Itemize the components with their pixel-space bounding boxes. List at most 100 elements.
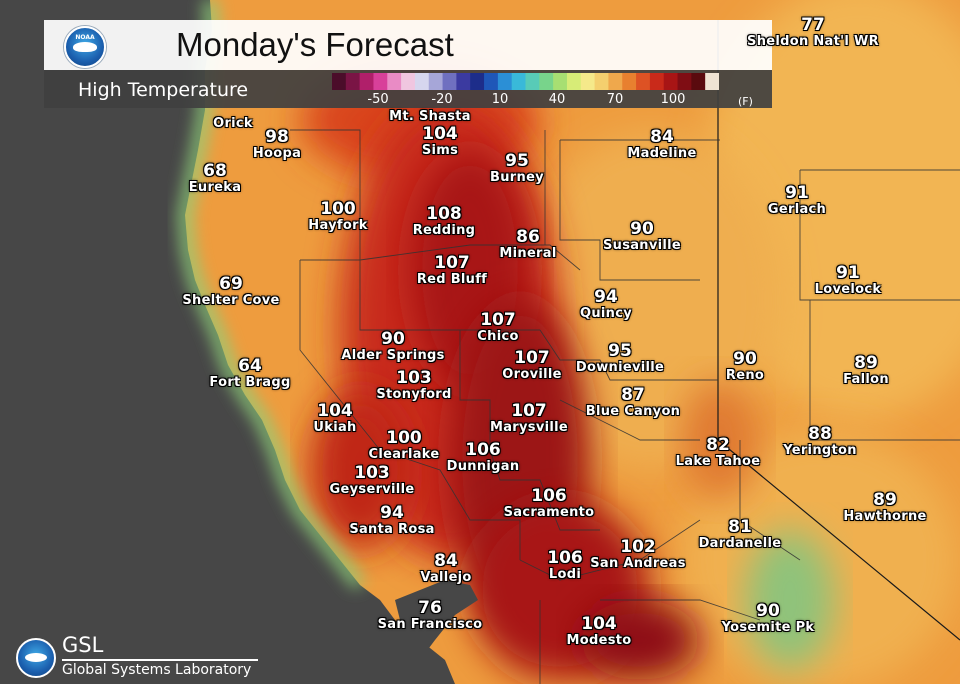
station-name: Red Bluff — [416, 272, 488, 287]
scale-swatch — [484, 73, 499, 90]
station-temp: 76 — [418, 598, 442, 618]
station-temp: 86 — [516, 227, 540, 247]
station-label: 90 Reno — [726, 350, 764, 383]
scale-swatch — [470, 73, 485, 90]
station-label: 107 Chico — [477, 311, 518, 344]
station-name: Alder Springs — [341, 348, 445, 363]
scale-swatch — [387, 73, 402, 90]
station-label: 95 Downieville — [576, 342, 664, 375]
station-temp: 106 — [465, 440, 501, 460]
station-label: 69 Shelter Cove — [182, 275, 279, 308]
station-label: 94 Quincy — [580, 288, 632, 321]
station-temp: 90 — [630, 219, 654, 239]
station-temp: 91 — [785, 183, 809, 203]
noaa-logo-text: NOAA — [75, 34, 95, 41]
station-temp: 102 — [620, 537, 656, 557]
station-temp: 107 — [480, 310, 516, 330]
station-temp: 95 — [608, 341, 632, 361]
station-label: 100 Hayfork — [308, 200, 367, 233]
station-name: Vallejo — [420, 570, 472, 585]
station-temp: 64 — [238, 356, 262, 376]
coast-fringe — [178, 0, 366, 590]
station-label: 107 Marysville — [490, 402, 568, 435]
station-label: 84 Vallejo — [420, 552, 471, 585]
station-temp: 103 — [354, 463, 390, 483]
station-temp: 69 — [219, 274, 243, 294]
gsl-full-name: Global Systems Laboratory — [62, 662, 252, 678]
scale-swatch — [691, 73, 706, 90]
scale-swatch — [705, 73, 719, 90]
scale-swatch — [553, 73, 568, 90]
station-name: Eureka — [188, 180, 242, 195]
station-temp: 90 — [733, 349, 757, 369]
subtitle-bar: High Temperature -50 -20 10 40 70 100 (F… — [44, 70, 772, 108]
station-name: Hawthorne — [843, 509, 927, 524]
station-label: 91 Lovelock — [815, 264, 882, 297]
station-label: 88 Yerington — [783, 425, 857, 458]
gsl-divider — [62, 659, 258, 661]
station-label: 94 Santa Rosa — [349, 504, 434, 537]
scale-swatch — [636, 73, 651, 90]
station-label: 84 Madeline — [627, 128, 696, 161]
station-label: 106 Sacramento — [504, 487, 595, 520]
station-name: Geyserville — [329, 482, 415, 497]
station-temp: 81 — [728, 517, 752, 537]
station-name: Santa Rosa — [349, 522, 435, 537]
station-temp: 107 — [434, 253, 470, 273]
station-label: 104 Ukiah — [313, 402, 356, 435]
station-label: 98 Hoopa — [253, 128, 301, 161]
station-label: Mt. Shasta — [389, 109, 471, 124]
station-temp: 106 — [547, 548, 583, 568]
station-name: Lodi — [548, 567, 582, 582]
scale-tick: 40 — [548, 92, 566, 107]
station-temp: 106 — [531, 486, 567, 506]
station-label: 102 San Andreas — [590, 538, 686, 571]
station-label: 95 Burney — [490, 152, 544, 185]
color-scale-labels: -50 -20 10 40 70 100 (F) — [332, 92, 762, 108]
station-name: Madeline — [627, 146, 697, 161]
station-name: Yerington — [783, 443, 857, 458]
station-name: Lake Tahoe — [675, 454, 761, 469]
station-name: Shelter Cove — [182, 293, 280, 308]
station-name: Quincy — [580, 306, 632, 321]
station-name: Sims — [421, 143, 459, 158]
scale-swatch — [442, 73, 457, 90]
station-label: 107 Oroville — [502, 349, 561, 382]
scale-swatch — [539, 73, 554, 90]
station-label: 90 Alder Springs — [341, 330, 444, 363]
station-name: Reno — [725, 368, 765, 383]
station-temp: 90 — [756, 601, 780, 621]
station-name: Stonyford — [376, 387, 452, 402]
station-temp: 108 — [426, 204, 462, 224]
scale-swatch — [622, 73, 637, 90]
station-temp: 91 — [836, 263, 860, 283]
station-name: Fallon — [843, 372, 889, 387]
station-name: Dunnigan — [446, 459, 520, 474]
scale-swatch — [401, 73, 416, 90]
station-label: 89 Fallon — [843, 354, 889, 387]
gsl-short-name: GSL — [62, 633, 104, 657]
station-label: 68 Eureka — [189, 162, 242, 195]
station-temp: 98 — [265, 127, 289, 147]
station-temp: 88 — [808, 424, 832, 444]
station-temp: 89 — [873, 490, 897, 510]
station-label: 108 Redding — [413, 205, 476, 238]
scale-swatch — [428, 73, 444, 90]
scale-swatch — [456, 73, 471, 90]
station-label: 107 Red Bluff — [417, 254, 487, 287]
station-temp: 89 — [854, 353, 878, 373]
scale-swatch — [663, 73, 679, 90]
station-name: Lovelock — [814, 282, 882, 297]
scale-swatch — [359, 73, 375, 90]
station-name: Burney — [490, 170, 544, 185]
station-name: Susanville — [602, 238, 682, 253]
scale-tick: 70 — [606, 92, 624, 107]
noaa-logo-icon — [16, 638, 56, 678]
station-temp: 94 — [380, 503, 404, 523]
station-temp: 87 — [621, 385, 645, 405]
station-name: San Andreas — [590, 556, 686, 571]
station-temp: 107 — [511, 401, 547, 421]
station-temp: 68 — [203, 161, 227, 181]
